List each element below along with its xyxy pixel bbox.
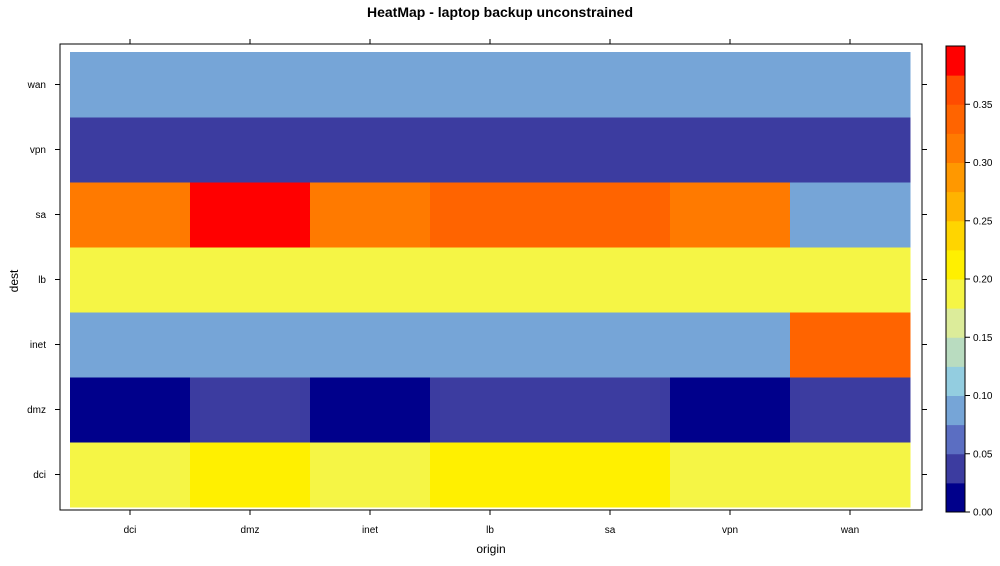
heatmap-cell xyxy=(670,52,791,118)
colorbar-tick-label: 0.35 xyxy=(973,100,993,111)
y-tick-label: inet xyxy=(30,340,46,351)
colorbar-tick-label: 0.15 xyxy=(973,333,993,344)
heatmap-cell xyxy=(310,442,431,508)
y-tick-label: vpn xyxy=(30,145,46,156)
colorbar-swatch xyxy=(946,279,965,309)
heatmap-cell xyxy=(430,442,551,508)
heatmap-cell xyxy=(70,117,191,183)
colorbar-swatch xyxy=(946,104,965,134)
colorbar-swatch xyxy=(946,453,965,484)
colorbar-tick-label: 0.25 xyxy=(973,216,993,227)
heatmap-cell xyxy=(670,247,791,313)
heatmap-cell xyxy=(70,247,191,313)
heatmap-cell xyxy=(790,247,911,313)
colorbar-swatch xyxy=(946,337,965,367)
colorbar-tick-label: 0.10 xyxy=(973,391,993,402)
heatmap-cell xyxy=(550,247,671,313)
chart-title: HeatMap - laptop backup unconstrained xyxy=(367,4,633,20)
colorbar-swatch xyxy=(946,424,965,455)
heatmap-cell xyxy=(70,182,191,248)
y-tick-label: wan xyxy=(27,80,46,91)
colorbar-tick-label: 0.00 xyxy=(973,508,993,519)
colorbar-tick-label: 0.20 xyxy=(973,275,993,286)
colorbar-swatch xyxy=(946,366,965,396)
heatmap-cell xyxy=(70,52,191,118)
heatmap-cell xyxy=(790,117,911,183)
heatmap-cell xyxy=(430,52,551,118)
colorbar-swatch xyxy=(946,482,965,513)
heatmap-cell xyxy=(190,117,311,183)
heatmap-cell xyxy=(190,442,311,508)
heatmap-cell xyxy=(790,52,911,118)
heatmap-cell xyxy=(310,117,431,183)
x-tick-label: wan xyxy=(840,525,859,536)
colorbar-tick-label: 0.05 xyxy=(973,449,993,460)
heatmap-cell xyxy=(190,52,311,118)
x-tick-label: sa xyxy=(605,525,616,536)
heatmap-cell xyxy=(310,247,431,313)
heatmap-cell xyxy=(190,182,311,248)
heatmap-cell xyxy=(310,52,431,118)
colorbar-swatch xyxy=(946,308,965,338)
heatmap-cell xyxy=(190,312,311,378)
x-axis: dci dmz inet lb sa vpn wan xyxy=(124,39,859,536)
heatmap-cell xyxy=(670,182,791,248)
colorbar-swatch xyxy=(946,220,965,251)
heatmap-cell xyxy=(310,312,431,378)
heatmap-cell xyxy=(190,247,311,313)
heatmap-cell xyxy=(70,377,191,443)
heatmap-cell xyxy=(430,377,551,443)
heatmap-cell xyxy=(670,442,791,508)
heatmap-cell xyxy=(550,117,671,183)
x-tick-label: dmz xyxy=(241,525,260,536)
heatmap-cell xyxy=(550,377,671,443)
colorbar-swatch xyxy=(946,133,965,163)
heatmap-cell xyxy=(70,442,191,508)
colorbar-swatch xyxy=(946,162,965,193)
x-tick-label: lb xyxy=(486,525,494,536)
heatmap-cell xyxy=(430,117,551,183)
colorbar-swatch xyxy=(946,191,965,222)
colorbar-swatch xyxy=(946,75,965,105)
colorbar-swatch xyxy=(946,249,965,280)
plot-frame xyxy=(59,43,923,511)
heatmap-cell xyxy=(550,52,671,118)
heatmap-cell xyxy=(550,442,671,508)
heatmap-cell xyxy=(190,377,311,443)
heatmap-cell xyxy=(670,312,791,378)
heatmap-cell xyxy=(790,442,911,508)
heatmap-cell xyxy=(670,377,791,443)
heatmap-cell xyxy=(430,182,551,248)
y-tick-label: dmz xyxy=(27,405,46,416)
colorbar-tick-label: 0.30 xyxy=(973,158,993,169)
x-axis-label: origin xyxy=(476,542,505,556)
x-tick-label: dci xyxy=(124,525,137,536)
y-tick-label: lb xyxy=(38,275,46,286)
heatmap-cell xyxy=(430,247,551,313)
heatmap-cell xyxy=(550,312,671,378)
colorbar-swatch xyxy=(946,395,965,426)
x-tick-label: vpn xyxy=(722,525,738,536)
heatmap-cell xyxy=(790,377,911,443)
y-tick-label: dci xyxy=(33,470,46,481)
colorbar: 0.00 0.05 0.10 0.15 0.20 0.25 0.30 0.35 xyxy=(945,45,993,519)
x-tick-label: inet xyxy=(362,525,378,536)
y-axis: dci dmz inet lb sa vpn wan xyxy=(27,80,927,481)
y-axis-label: dest xyxy=(7,269,21,292)
y-tick-label: sa xyxy=(35,210,46,221)
heatmap-cell xyxy=(670,117,791,183)
heatmap-cell xyxy=(550,182,671,248)
heatmap-cell xyxy=(790,312,911,378)
heatmap-cells xyxy=(70,52,911,508)
heatmap-cell xyxy=(430,312,551,378)
heatmap-cell xyxy=(310,182,431,248)
heatmap-cell xyxy=(310,377,431,443)
heatmap-cell xyxy=(790,182,911,248)
heatmap-cell xyxy=(70,312,191,378)
colorbar-swatch xyxy=(946,46,965,76)
